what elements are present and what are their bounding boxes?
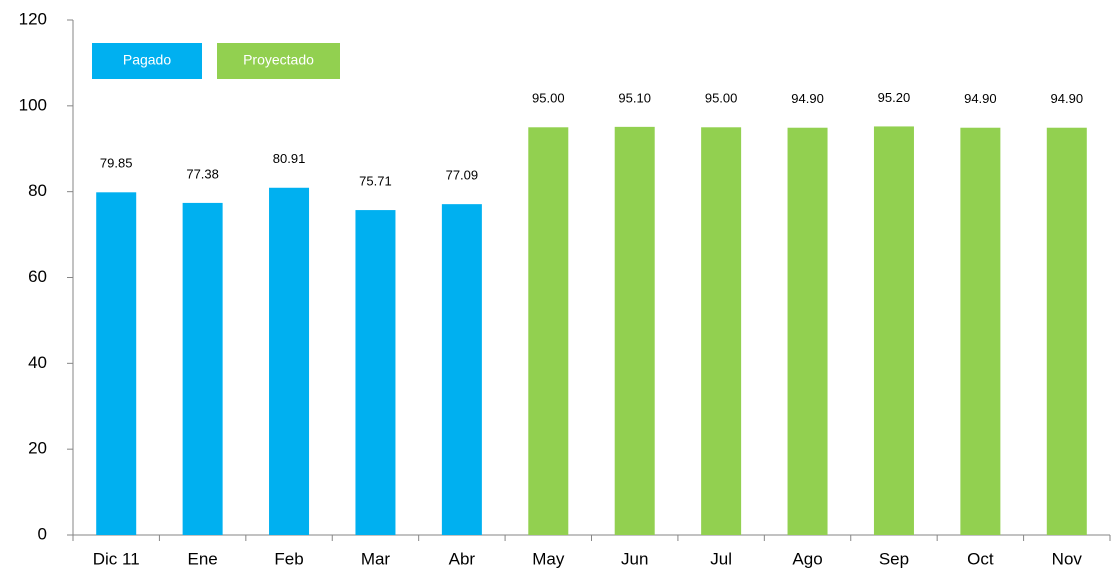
- legend-swatch: [217, 43, 340, 79]
- bar: [614, 126, 655, 536]
- y-tick-label: 60: [28, 267, 47, 286]
- data-label: 95.00: [532, 91, 565, 106]
- x-tick-label: Feb: [274, 549, 303, 568]
- x-tick-label: Ago: [792, 549, 822, 568]
- data-label: 80.91: [273, 151, 306, 166]
- legend-swatch: [92, 43, 202, 79]
- data-label: 95.20: [878, 90, 911, 105]
- data-label: 94.90: [1051, 91, 1084, 106]
- bar: [96, 192, 137, 535]
- x-tick-label: Nov: [1052, 549, 1083, 568]
- x-tick-label: Abr: [449, 549, 476, 568]
- x-tick-label: May: [532, 549, 565, 568]
- bar: [441, 204, 482, 536]
- bar: [269, 187, 310, 536]
- bar: [701, 127, 742, 536]
- y-tick-label: 40: [28, 353, 47, 372]
- y-tick-label: 100: [19, 95, 47, 114]
- data-label: 75.71: [359, 174, 392, 189]
- bar: [528, 127, 569, 536]
- x-tick-label: Mar: [361, 549, 391, 568]
- data-label: 77.38: [186, 166, 219, 181]
- x-tick-label: Dic 11: [93, 549, 140, 568]
- data-label: 77.09: [446, 168, 479, 183]
- bar: [873, 126, 914, 535]
- data-label: 94.90: [791, 91, 824, 106]
- bar: [182, 202, 223, 535]
- x-tick-label: Sep: [879, 549, 909, 568]
- x-tick-label: Ene: [188, 549, 218, 568]
- x-tick-label: Jul: [710, 549, 732, 568]
- data-label: 94.90: [964, 91, 997, 106]
- x-tick-label: Jun: [621, 549, 648, 568]
- y-tick-label: 120: [19, 9, 47, 28]
- y-tick-label: 20: [28, 439, 47, 458]
- bar: [960, 127, 1001, 536]
- data-label: 95.00: [705, 91, 738, 106]
- legend-label: Proyectado: [243, 52, 314, 68]
- bar: [1046, 127, 1087, 536]
- bar: [787, 127, 828, 536]
- data-label: 79.85: [100, 156, 133, 171]
- x-tick-label: Oct: [967, 549, 994, 568]
- y-tick-label: 80: [28, 181, 47, 200]
- legend-label: Pagado: [123, 52, 171, 68]
- bar: [355, 210, 396, 535]
- data-label: 95.10: [618, 90, 651, 105]
- y-tick-label: 0: [38, 524, 47, 543]
